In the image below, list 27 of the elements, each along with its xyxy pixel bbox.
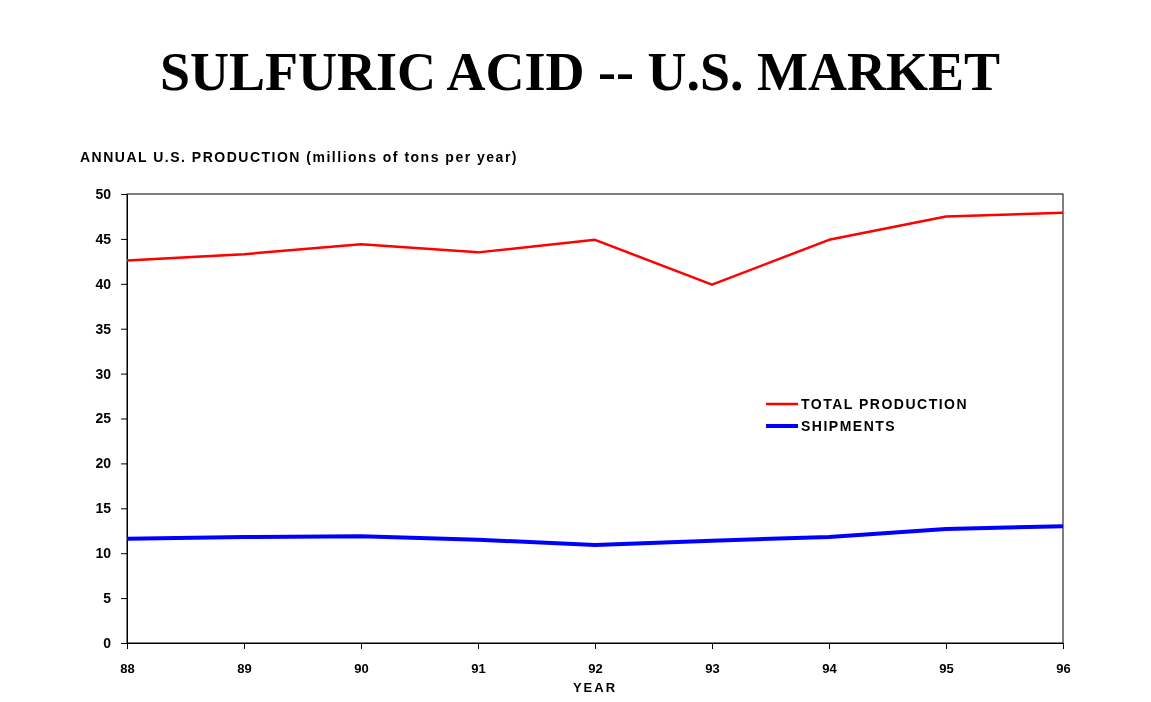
- y-tick-label: 10: [95, 545, 112, 562]
- x-tick-label: 93: [705, 660, 720, 676]
- y-tick-label: 45: [95, 230, 112, 247]
- legend-label: TOTAL PRODUCTION: [801, 396, 969, 412]
- y-tick-label: 0: [103, 634, 112, 651]
- x-axis-title: YEAR: [572, 680, 618, 695]
- x-tick-label: 91: [471, 660, 486, 676]
- y-tick-label: 50: [95, 185, 112, 202]
- x-tick-label: 95: [939, 660, 954, 676]
- line-series: [125, 524, 1065, 548]
- line-series: [125, 211, 1065, 286]
- y-tick-label: 40: [95, 275, 112, 292]
- chart-title: SULFURIC ACID -- U.S. MARKET: [159, 42, 1001, 102]
- x-tick-label: 88: [120, 660, 135, 676]
- y-tick-label: 20: [95, 455, 112, 472]
- y-tick-label: 35: [95, 320, 112, 337]
- y-tick-label: 25: [95, 410, 112, 427]
- x-tick-label: 92: [588, 660, 603, 676]
- y-tick-label: 30: [95, 365, 112, 382]
- x-tick-label: 89: [237, 660, 252, 676]
- y-tick-label: 15: [95, 500, 112, 517]
- x-tick-label: 96: [1056, 660, 1071, 676]
- x-tick-label: 90: [354, 660, 369, 676]
- legend-label: SHIPMENTS: [801, 418, 897, 434]
- x-tick-label: 94: [822, 660, 838, 676]
- y-tick-label: 5: [103, 590, 112, 607]
- y-axis-title: ANNUAL U.S. PRODUCTION (millions of tons per year): [80, 149, 518, 165]
